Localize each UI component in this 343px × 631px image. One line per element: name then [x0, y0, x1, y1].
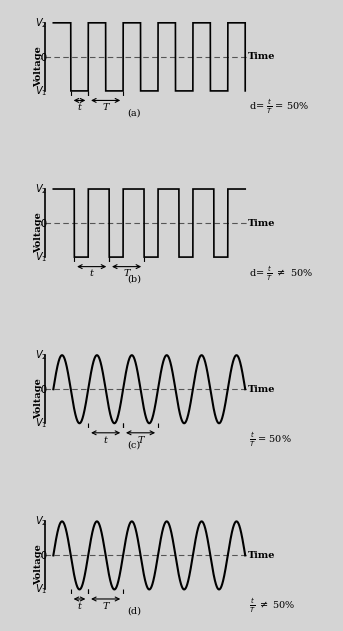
- Text: $V_2$: $V_2$: [35, 514, 47, 528]
- Text: t: t: [90, 269, 94, 278]
- Text: Time: Time: [248, 52, 275, 61]
- Y-axis label: Voltage: Voltage: [34, 545, 43, 585]
- Text: T: T: [137, 435, 144, 444]
- Text: d= $\frac{t}{T}$ $\neq$ 50%: d= $\frac{t}{T}$ $\neq$ 50%: [249, 264, 313, 283]
- Text: t: t: [78, 103, 81, 112]
- Text: $\frac{t}{T}$ $\neq$ 50%: $\frac{t}{T}$ $\neq$ 50%: [249, 597, 295, 615]
- Text: $0$: $0$: [39, 217, 47, 229]
- Text: t: t: [104, 435, 108, 444]
- Text: (a): (a): [127, 109, 141, 117]
- Text: $V_2$: $V_2$: [35, 348, 47, 362]
- Text: Time: Time: [248, 218, 275, 228]
- Text: Time: Time: [248, 551, 275, 560]
- Text: $0$: $0$: [39, 51, 47, 63]
- Text: $V_2$: $V_2$: [35, 16, 47, 30]
- Text: t: t: [78, 602, 81, 611]
- Text: $0$: $0$: [39, 383, 47, 395]
- Y-axis label: Voltage: Voltage: [34, 378, 43, 419]
- Text: d= $\frac{t}{T}$ = 50%: d= $\frac{t}{T}$ = 50%: [249, 98, 309, 116]
- Text: $V_1$: $V_1$: [35, 416, 47, 430]
- Y-axis label: Voltage: Voltage: [34, 46, 43, 86]
- Text: $V_1$: $V_1$: [35, 250, 47, 264]
- Text: $V_1$: $V_1$: [35, 582, 47, 596]
- Y-axis label: Voltage: Voltage: [34, 212, 43, 253]
- Text: Time: Time: [248, 385, 275, 394]
- Text: (c): (c): [127, 440, 141, 450]
- Text: $0$: $0$: [39, 550, 47, 562]
- Text: $V_1$: $V_1$: [35, 84, 47, 98]
- Text: (d): (d): [127, 607, 141, 616]
- Text: T: T: [123, 269, 130, 278]
- Text: $V_2$: $V_2$: [35, 182, 47, 196]
- Text: (b): (b): [127, 274, 141, 283]
- Text: $\frac{t}{T}$ = 50%: $\frac{t}{T}$ = 50%: [249, 430, 292, 449]
- Text: T: T: [103, 103, 109, 112]
- Text: T: T: [103, 602, 109, 611]
